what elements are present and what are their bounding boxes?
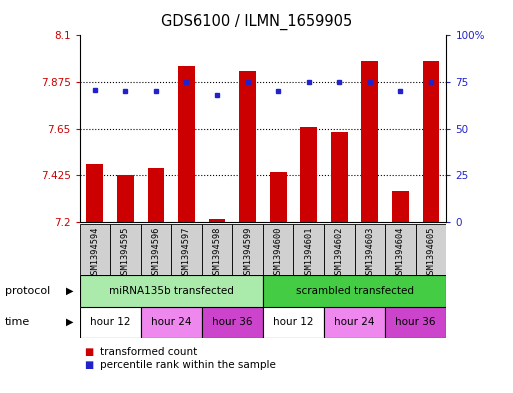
- Bar: [392, 191, 409, 222]
- Bar: [416, 224, 446, 275]
- Bar: [232, 224, 263, 275]
- Text: GDS6100 / ILMN_1659905: GDS6100 / ILMN_1659905: [161, 14, 352, 30]
- Text: ▶: ▶: [66, 317, 73, 327]
- Bar: [354, 224, 385, 275]
- Bar: [80, 307, 141, 338]
- Bar: [263, 224, 293, 275]
- Bar: [86, 164, 103, 222]
- Bar: [385, 224, 416, 275]
- Text: ■: ■: [85, 360, 97, 371]
- Bar: [171, 224, 202, 275]
- Text: GSM1394598: GSM1394598: [212, 226, 222, 279]
- Text: GSM1394604: GSM1394604: [396, 226, 405, 279]
- Bar: [423, 61, 440, 222]
- Bar: [80, 275, 263, 307]
- Text: percentile rank within the sample: percentile rank within the sample: [100, 360, 276, 371]
- Text: miRNA135b transfected: miRNA135b transfected: [109, 286, 233, 296]
- Bar: [362, 61, 378, 222]
- Text: GSM1394599: GSM1394599: [243, 226, 252, 279]
- Text: GSM1394602: GSM1394602: [335, 226, 344, 279]
- Text: transformed count: transformed count: [100, 347, 198, 357]
- Bar: [270, 172, 287, 222]
- Text: GSM1394597: GSM1394597: [182, 226, 191, 279]
- Bar: [263, 275, 446, 307]
- Bar: [141, 224, 171, 275]
- Bar: [202, 307, 263, 338]
- Text: ■: ■: [85, 347, 97, 357]
- Bar: [202, 224, 232, 275]
- Text: GSM1394601: GSM1394601: [304, 226, 313, 279]
- Bar: [80, 224, 110, 275]
- Bar: [263, 307, 324, 338]
- Text: hour 12: hour 12: [273, 317, 314, 327]
- Bar: [324, 307, 385, 338]
- Bar: [178, 66, 195, 222]
- Text: protocol: protocol: [5, 286, 50, 296]
- Bar: [331, 132, 348, 222]
- Text: hour 36: hour 36: [396, 317, 436, 327]
- Text: GSM1394603: GSM1394603: [365, 226, 374, 279]
- Bar: [209, 219, 226, 222]
- Text: hour 24: hour 24: [334, 317, 375, 327]
- Text: GSM1394600: GSM1394600: [274, 226, 283, 279]
- Bar: [117, 175, 134, 222]
- Bar: [324, 224, 354, 275]
- Text: ▶: ▶: [66, 286, 73, 296]
- Bar: [110, 224, 141, 275]
- Bar: [239, 71, 256, 222]
- Text: hour 36: hour 36: [212, 317, 252, 327]
- Bar: [148, 168, 164, 222]
- Text: GSM1394594: GSM1394594: [90, 226, 100, 279]
- Text: scrambled transfected: scrambled transfected: [295, 286, 413, 296]
- Bar: [141, 307, 202, 338]
- Text: hour 12: hour 12: [90, 317, 130, 327]
- Bar: [385, 307, 446, 338]
- Bar: [293, 224, 324, 275]
- Text: GSM1394595: GSM1394595: [121, 226, 130, 279]
- Bar: [300, 127, 317, 222]
- Text: time: time: [5, 317, 30, 327]
- Text: GSM1394596: GSM1394596: [151, 226, 161, 279]
- Text: GSM1394605: GSM1394605: [426, 226, 436, 279]
- Text: hour 24: hour 24: [151, 317, 191, 327]
